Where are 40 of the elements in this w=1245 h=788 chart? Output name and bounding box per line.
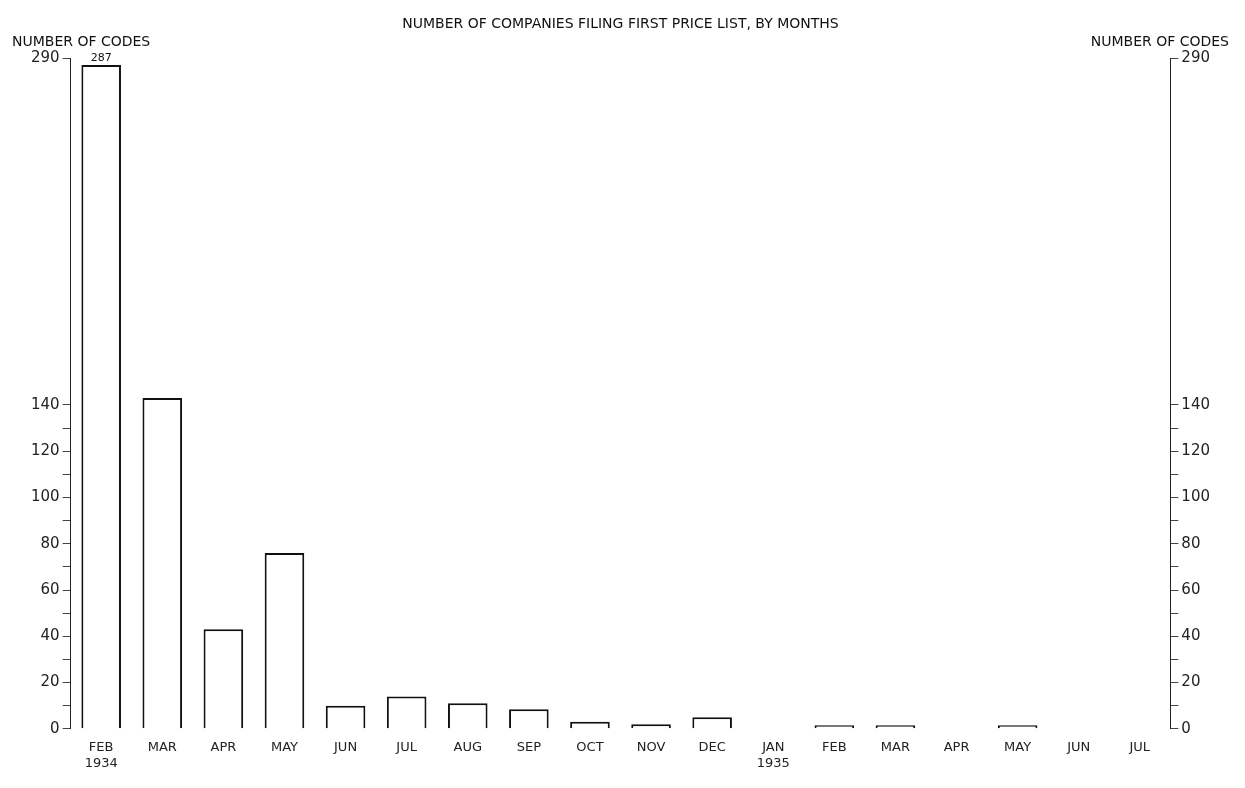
x-tick-label: JUL — [1128, 738, 1151, 754]
x-tick-label: NOV — [636, 738, 666, 754]
y2-tick-label: 80 — [1181, 533, 1201, 552]
y2-axis-title: NUMBER OF CODES — [1090, 33, 1230, 49]
x-tick-label: JUN — [333, 738, 358, 754]
y2-tick-label: 60 — [1181, 579, 1201, 598]
y2-tick-label: 0 — [1181, 718, 1191, 737]
y-tick-label: 40 — [40, 626, 60, 645]
y2-tick-label: 40 — [1181, 626, 1201, 645]
y-tick-label: 80 — [40, 533, 60, 552]
x-tick-label: JAN 1935 — [756, 738, 790, 770]
x-tick-label: MAY — [270, 738, 299, 754]
y-tick-label: 100 — [30, 487, 60, 506]
x-tick-label: DEC — [698, 738, 726, 754]
x-tick-label: APR — [943, 738, 970, 754]
y-axis-title: NUMBER OF CODES — [12, 33, 151, 49]
x-tick-label: SEP — [516, 738, 542, 754]
y-tick-label: 120 — [30, 441, 60, 460]
x-tick-label: AUG — [453, 738, 482, 754]
x-tick-label: JUN — [1066, 738, 1091, 754]
y-tick-label: 290 — [30, 47, 60, 66]
x-tick-label: MAY — [1004, 738, 1032, 754]
y2-tick-label: 120 — [1181, 441, 1211, 460]
x-tick-label: MAR — [147, 738, 177, 754]
x-tick-label: OCT — [576, 738, 604, 754]
y-tick-label: 60 — [40, 579, 60, 598]
y2-tick-label: 100 — [1181, 487, 1211, 506]
y2-tick-label: 290 — [1181, 47, 1211, 66]
x-tick-label: APR — [210, 738, 237, 754]
y-tick-label: 140 — [30, 394, 60, 413]
x-tick-label: FEB 1934 — [84, 738, 118, 770]
y2-tick-label: 140 — [1181, 394, 1211, 413]
data-label: 287 — [90, 50, 112, 64]
x-tick-label: FEB — [822, 738, 847, 754]
y2-tick-label: 20 — [1181, 672, 1201, 691]
x-tick-label: JUL — [395, 738, 418, 754]
y-tick-label: 20 — [40, 672, 60, 691]
chart-title: NUMBER OF COMPANIES FILING FIRST PRICE LIST, BY MONTHS — [402, 15, 839, 31]
x-tick-label: MAR — [880, 738, 911, 754]
y-tick-label: 0 — [50, 718, 60, 737]
